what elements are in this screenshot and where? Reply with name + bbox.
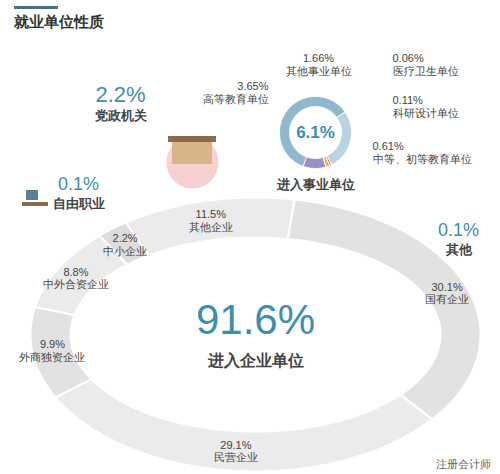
svg-text:党政机关: 党政机关 — [94, 108, 148, 123]
svg-text:自由职业: 自由职业 — [53, 196, 105, 211]
svg-text:0.06%医疗卫生单位: 0.06%医疗卫生单位 — [393, 52, 459, 77]
svg-text:其他: 其他 — [445, 242, 473, 257]
svg-text:0.1%: 0.1% — [58, 174, 99, 194]
svg-text:29.1%民营企业: 29.1%民营企业 — [214, 439, 258, 464]
svg-text:30.1%国有企业: 30.1%国有企业 — [425, 281, 469, 306]
svg-text:8.8%中外合资企业: 8.8%中外合资企业 — [43, 266, 109, 291]
svg-text:进入事业单位: 进入事业单位 — [276, 177, 355, 192]
svg-text:91.6%: 91.6% — [196, 296, 315, 343]
svg-text:9.9%外商独资企业: 9.9%外商独资企业 — [19, 338, 85, 363]
svg-text:0.11%科研设计单位: 0.11%科研设计单位 — [393, 94, 459, 119]
svg-text:11.5%其他企业: 11.5%其他企业 — [189, 208, 233, 233]
svg-text:0.61%中等、初等教育单位: 0.61%中等、初等教育单位 — [373, 140, 472, 165]
svg-text:注册会计师: 注册会计师 — [436, 458, 491, 470]
svg-text:2.2%中小企业: 2.2%中小企业 — [103, 232, 147, 257]
svg-text:0.1%: 0.1% — [438, 220, 479, 240]
svg-text:3.65%高等教育单位: 3.65%高等教育单位 — [203, 80, 269, 105]
svg-text:进入企业单位: 进入企业单位 — [207, 352, 304, 369]
svg-text:2.2%: 2.2% — [95, 82, 145, 107]
svg-text:1.66%其他事业单位: 1.66%其他事业单位 — [286, 52, 352, 77]
svg-text:6.1%: 6.1% — [296, 123, 335, 142]
html-text:就业单位性质: 就业单位性质 — [14, 13, 104, 30]
